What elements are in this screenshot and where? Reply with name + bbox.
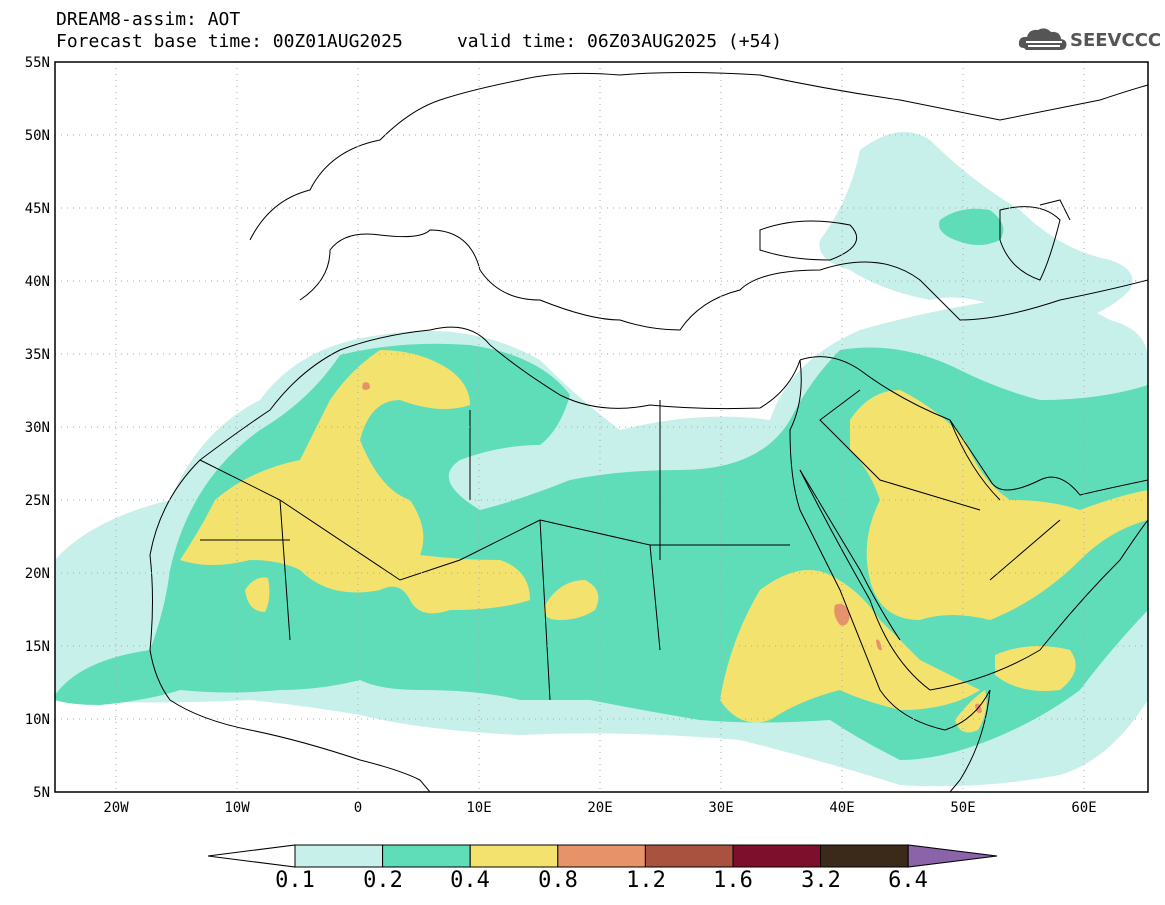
map-title: DREAM8-assim: AOT bbox=[56, 9, 241, 30]
aot-band-0.4-sudan bbox=[720, 570, 980, 723]
lon-axis: 20W 10W 0 10E 20E 30E 40E 50E 60E bbox=[103, 800, 1096, 816]
lon-label: 0 bbox=[354, 800, 362, 816]
colorbar-label: 0.2 bbox=[363, 868, 403, 893]
lat-label: 5N bbox=[33, 785, 50, 801]
colorbar-cell bbox=[557, 844, 646, 868]
colorbar-cell bbox=[294, 844, 384, 868]
forecast-time-subtitle: Forecast base time: 00Z01AUG2025 valid t… bbox=[56, 31, 783, 52]
colorbar-label: 1.2 bbox=[626, 868, 666, 893]
aot-band-0.4-mauritania bbox=[245, 577, 270, 612]
colorbar-cell bbox=[732, 844, 822, 868]
caspian-sea bbox=[999, 206, 1061, 281]
lat-label: 35N bbox=[25, 347, 50, 363]
colorbar bbox=[207, 844, 998, 868]
map-frame bbox=[54, 61, 1149, 793]
logo-text: SEEVCCC bbox=[1070, 30, 1162, 51]
colorbar-label: 0.1 bbox=[275, 868, 315, 893]
lon-label: 60E bbox=[1071, 800, 1096, 816]
colorbar-label: 0.8 bbox=[538, 868, 578, 893]
lat-label: 25N bbox=[25, 493, 50, 509]
westafrica-coast bbox=[149, 554, 431, 792]
lat-label: 30N bbox=[25, 420, 50, 436]
lat-label: 10N bbox=[25, 712, 50, 728]
gridlines bbox=[55, 62, 1148, 792]
cloud-icon bbox=[1018, 28, 1067, 50]
lat-label: 50N bbox=[25, 128, 50, 144]
lat-label: 45N bbox=[25, 201, 50, 217]
colorbar-label: 0.4 bbox=[450, 868, 490, 893]
lat-label: 20N bbox=[25, 566, 50, 582]
colorbar-label: 3.2 bbox=[801, 868, 841, 893]
lon-label: 50E bbox=[950, 800, 975, 816]
lon-label: 20E bbox=[587, 800, 612, 816]
europe-coast bbox=[299, 229, 1148, 331]
aot-band-0.8-2 bbox=[362, 382, 370, 390]
colorbar-under-triangle bbox=[207, 844, 296, 868]
colorbar-label: 1.6 bbox=[713, 868, 753, 893]
aot-band-0.4-arabia bbox=[850, 390, 1148, 620]
lat-axis: 55N 50N 45N 40N 35N 30N 25N 20N 15N 10N … bbox=[25, 55, 50, 801]
lon-label: 20W bbox=[103, 800, 129, 816]
colorbar-cell bbox=[644, 844, 734, 868]
colorbar-cell bbox=[469, 844, 559, 868]
borders bbox=[199, 199, 1071, 701]
colorbar-cell bbox=[382, 844, 471, 868]
colorbar-label: 6.4 bbox=[888, 868, 928, 893]
aot-band-0.4-sahara bbox=[180, 350, 530, 614]
colorbar-cell bbox=[820, 844, 909, 868]
colorbar-over-triangle bbox=[907, 844, 998, 868]
lat-label: 15N bbox=[25, 639, 50, 655]
black-sea bbox=[759, 220, 858, 261]
lon-label: 40E bbox=[829, 800, 854, 816]
lon-label: 10E bbox=[466, 800, 491, 816]
lon-label: 10W bbox=[224, 800, 250, 816]
arabia-coast bbox=[799, 356, 1148, 691]
aot-band-0.4-chad bbox=[544, 580, 599, 620]
gulf bbox=[949, 419, 1001, 501]
colorbar-labels: 0.1 0.2 0.4 0.8 1.2 1.6 3.2 6.4 bbox=[0, 868, 1165, 896]
red-sea bbox=[799, 469, 901, 641]
aot-band-0.4-yemen bbox=[995, 646, 1076, 691]
aot-band-0.8-4 bbox=[876, 639, 882, 651]
aot-field bbox=[55, 132, 1148, 787]
lon-label: 30E bbox=[708, 800, 733, 816]
africa-coast bbox=[149, 326, 991, 792]
seevccc-logo: SEEVCCC bbox=[1016, 22, 1161, 56]
lat-label: 55N bbox=[25, 55, 50, 71]
aot-band-0.2-caucasus bbox=[939, 208, 1004, 245]
lat-label: 40N bbox=[25, 274, 50, 290]
